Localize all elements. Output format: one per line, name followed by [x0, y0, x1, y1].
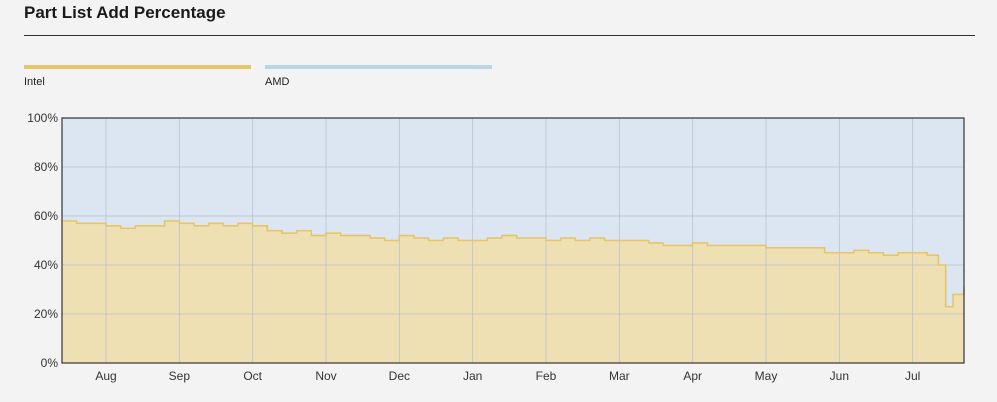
- x-tick-label: Jul: [905, 369, 920, 383]
- x-tick-label: Sep: [169, 369, 191, 383]
- series-line-intel: [62, 220, 965, 308]
- y-tick-label: 0%: [41, 356, 59, 370]
- legend-label-intel: Intel: [24, 76, 45, 88]
- legend-label-amd: AMD: [265, 76, 290, 88]
- legend-item-amd[interactable]: AMD: [265, 65, 492, 88]
- x-tick-label: Jan: [463, 369, 482, 383]
- x-tick-label: Jun: [830, 369, 849, 383]
- x-tick-label: Aug: [95, 369, 116, 383]
- legend-swatch-intel: [24, 65, 251, 69]
- y-tick-label: 20%: [34, 307, 58, 321]
- x-tick-label: May: [755, 369, 778, 383]
- x-tick-label: Feb: [536, 369, 557, 383]
- x-tick-label: Oct: [243, 369, 262, 383]
- plot-frame: [61, 117, 965, 364]
- x-tick-label: Apr: [683, 369, 702, 383]
- x-tick-label: Mar: [609, 369, 630, 383]
- y-tick-label: 60%: [34, 209, 58, 223]
- y-tick-label: 40%: [34, 258, 58, 272]
- legend-item-intel[interactable]: Intel: [24, 65, 251, 88]
- y-tick-label: 100%: [27, 111, 58, 125]
- x-tick-label: Nov: [315, 369, 336, 383]
- area-intel: [62, 220, 964, 363]
- x-tick-label: Dec: [389, 369, 410, 383]
- title-divider: [24, 35, 975, 36]
- y-tick-label: 80%: [34, 160, 58, 174]
- legend-swatch-amd: [265, 65, 492, 69]
- chart-title: Part List Add Percentage: [24, 3, 226, 22]
